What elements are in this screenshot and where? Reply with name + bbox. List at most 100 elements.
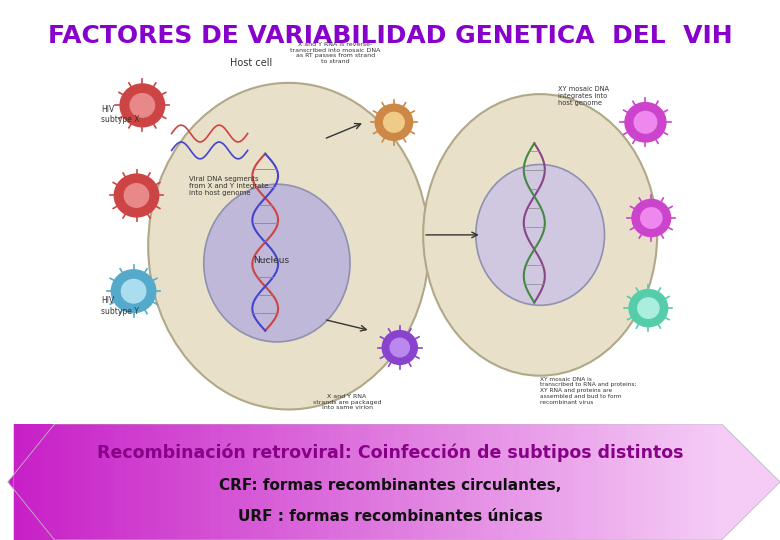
- Polygon shape: [210, 424, 216, 540]
- Ellipse shape: [476, 165, 604, 305]
- Polygon shape: [144, 424, 151, 540]
- Text: Recombinación retroviral: Coinfección de subtipos distintos: Recombinación retroviral: Coinfección de…: [97, 444, 683, 462]
- Polygon shape: [216, 424, 222, 540]
- Polygon shape: [436, 424, 442, 540]
- Polygon shape: [329, 424, 335, 540]
- Circle shape: [390, 338, 410, 357]
- Circle shape: [375, 104, 413, 140]
- Polygon shape: [537, 424, 543, 540]
- Polygon shape: [668, 424, 674, 540]
- Polygon shape: [382, 424, 388, 540]
- Polygon shape: [620, 424, 626, 540]
- Polygon shape: [585, 424, 590, 540]
- Polygon shape: [239, 424, 246, 540]
- Circle shape: [625, 103, 666, 142]
- Polygon shape: [567, 424, 573, 540]
- Polygon shape: [442, 424, 448, 540]
- Polygon shape: [412, 424, 418, 540]
- Polygon shape: [192, 424, 198, 540]
- Polygon shape: [62, 424, 67, 540]
- Polygon shape: [573, 424, 579, 540]
- Polygon shape: [626, 424, 633, 540]
- Polygon shape: [305, 424, 311, 540]
- Polygon shape: [477, 424, 484, 540]
- Circle shape: [122, 279, 146, 303]
- Polygon shape: [126, 424, 133, 540]
- Circle shape: [638, 298, 659, 318]
- Polygon shape: [347, 424, 353, 540]
- Polygon shape: [151, 424, 157, 540]
- Polygon shape: [424, 424, 430, 540]
- Polygon shape: [293, 424, 300, 540]
- Polygon shape: [395, 424, 400, 540]
- Text: XY mosaic DNA
integrates into
host genome: XY mosaic DNA integrates into host genom…: [558, 86, 608, 106]
- Polygon shape: [549, 424, 555, 540]
- Circle shape: [640, 208, 662, 228]
- Polygon shape: [222, 424, 228, 540]
- Polygon shape: [186, 424, 192, 540]
- Polygon shape: [507, 424, 513, 540]
- Polygon shape: [484, 424, 490, 540]
- Polygon shape: [44, 424, 49, 540]
- Polygon shape: [133, 424, 139, 540]
- Polygon shape: [287, 424, 293, 540]
- Polygon shape: [234, 424, 239, 540]
- Polygon shape: [418, 424, 424, 540]
- Polygon shape: [180, 424, 186, 540]
- Text: X and Y RNA is reverse-
transcribed into mosaic DNA
as RT passes from strand
to : X and Y RNA is reverse- transcribed into…: [290, 42, 381, 64]
- Polygon shape: [430, 424, 436, 540]
- Polygon shape: [579, 424, 585, 540]
- Polygon shape: [633, 424, 638, 540]
- Polygon shape: [73, 424, 79, 540]
- Polygon shape: [85, 424, 91, 540]
- Text: HIV
subtype Y: HIV subtype Y: [101, 296, 140, 316]
- Circle shape: [114, 174, 159, 217]
- Polygon shape: [722, 424, 780, 540]
- Polygon shape: [282, 424, 287, 540]
- Polygon shape: [269, 424, 275, 540]
- Polygon shape: [323, 424, 329, 540]
- Polygon shape: [157, 424, 162, 540]
- Polygon shape: [519, 424, 525, 540]
- Polygon shape: [14, 424, 20, 540]
- Polygon shape: [525, 424, 531, 540]
- Polygon shape: [531, 424, 537, 540]
- Polygon shape: [353, 424, 359, 540]
- Text: HIV
subtype X: HIV subtype X: [101, 105, 140, 124]
- Ellipse shape: [204, 184, 350, 342]
- Polygon shape: [715, 424, 722, 540]
- Polygon shape: [8, 424, 55, 540]
- Polygon shape: [79, 424, 85, 540]
- Polygon shape: [311, 424, 317, 540]
- Polygon shape: [615, 424, 620, 540]
- Polygon shape: [495, 424, 502, 540]
- Polygon shape: [252, 424, 257, 540]
- Polygon shape: [638, 424, 644, 540]
- Polygon shape: [555, 424, 561, 540]
- Polygon shape: [168, 424, 175, 540]
- Polygon shape: [55, 424, 62, 540]
- Polygon shape: [204, 424, 210, 540]
- Text: Host cell: Host cell: [230, 58, 272, 68]
- Circle shape: [634, 111, 657, 133]
- Ellipse shape: [423, 94, 657, 376]
- Polygon shape: [370, 424, 377, 540]
- Polygon shape: [198, 424, 204, 540]
- Polygon shape: [300, 424, 305, 540]
- Circle shape: [632, 199, 671, 237]
- Polygon shape: [228, 424, 234, 540]
- Circle shape: [120, 84, 165, 127]
- Polygon shape: [359, 424, 364, 540]
- Polygon shape: [454, 424, 459, 540]
- Polygon shape: [364, 424, 370, 540]
- Polygon shape: [597, 424, 602, 540]
- Polygon shape: [656, 424, 662, 540]
- Polygon shape: [275, 424, 282, 540]
- Polygon shape: [139, 424, 144, 540]
- Polygon shape: [335, 424, 341, 540]
- Polygon shape: [103, 424, 109, 540]
- Polygon shape: [650, 424, 656, 540]
- Ellipse shape: [148, 83, 429, 409]
- Polygon shape: [513, 424, 519, 540]
- Polygon shape: [704, 424, 710, 540]
